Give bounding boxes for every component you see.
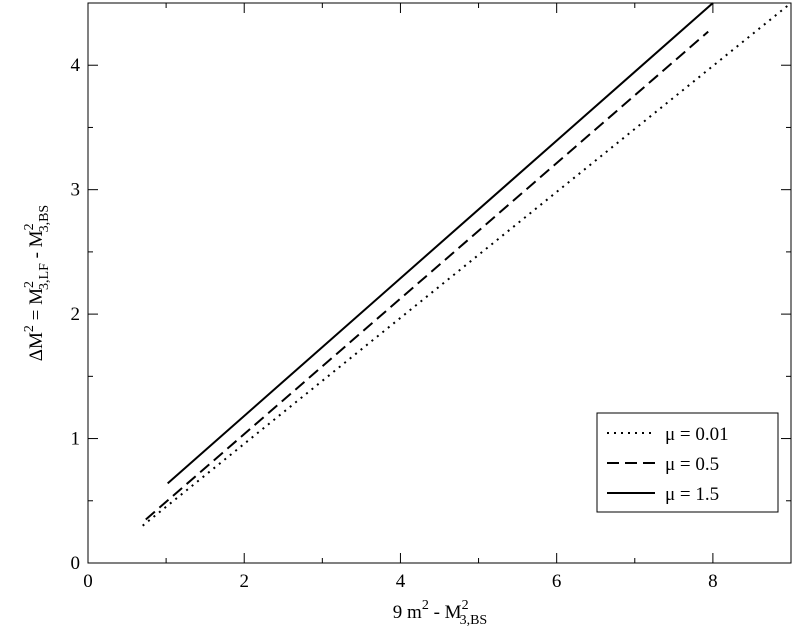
legend-label: μ = 0.01 xyxy=(665,424,729,445)
x-tick-label: 8 xyxy=(708,571,718,592)
label-part: = M xyxy=(26,288,47,325)
y-tick-label: 2 xyxy=(71,304,81,325)
x-tick-label: 2 xyxy=(239,571,249,592)
x-tick-label: 6 xyxy=(552,571,562,592)
label-part: 2 xyxy=(22,223,37,230)
label-part: - M xyxy=(26,230,47,263)
label-part: 9 m xyxy=(393,602,422,623)
label-part: 2 xyxy=(462,598,469,613)
label-part: 3,BS xyxy=(460,613,488,628)
y-tick-label: 3 xyxy=(71,180,81,201)
series-line xyxy=(142,2,792,527)
label-part: 2 xyxy=(422,598,429,613)
y-tick-label: 0 xyxy=(71,553,81,574)
x-axis-label: 9 m2 - M2 3,BS xyxy=(393,598,487,628)
x-tick-label: 4 xyxy=(396,571,406,592)
x-tick-label: 0 xyxy=(83,571,93,592)
series-line xyxy=(145,30,709,521)
label-part: 3,BS xyxy=(37,205,52,233)
series-line xyxy=(167,2,714,485)
label-part: 3,LF xyxy=(37,263,52,290)
legend-label: μ = 1.5 xyxy=(665,484,719,505)
legend-label: μ = 0.5 xyxy=(665,454,719,475)
y-axis-label: ΔM2 = M23,LF - M23,BS xyxy=(22,205,52,361)
plot-frame xyxy=(87,2,792,564)
label-part: 2 xyxy=(22,281,37,288)
label-part: 2 xyxy=(22,325,37,332)
label-part: - M xyxy=(429,602,462,623)
y-tick-label: 1 xyxy=(71,429,81,450)
y-tick-label: 4 xyxy=(71,55,81,76)
label-part: ΔM xyxy=(26,332,47,361)
